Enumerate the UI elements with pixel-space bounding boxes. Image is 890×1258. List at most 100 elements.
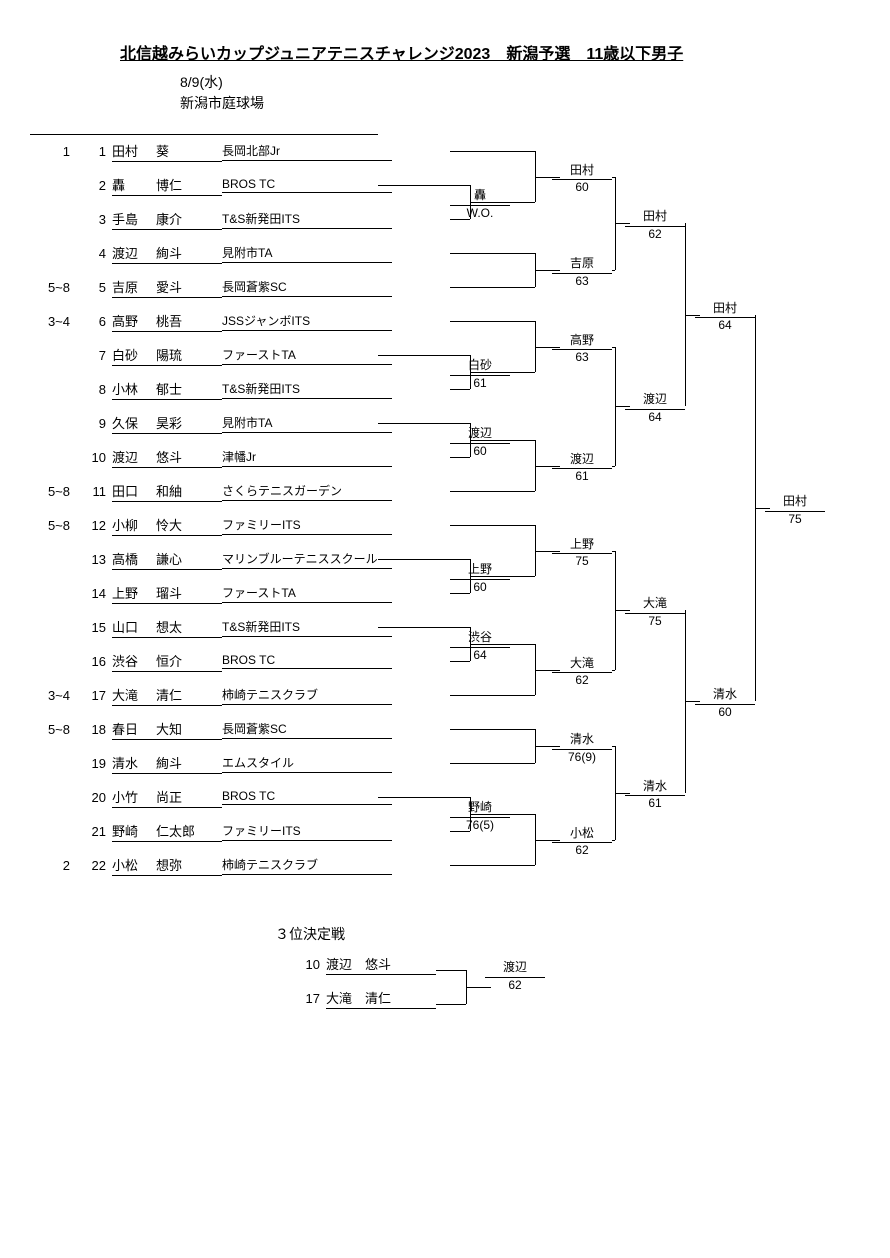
player-row: 3~417大滝清仁柿崎テニスクラブ — [30, 678, 450, 712]
third-p2-row: 17 大滝 清仁 — [290, 988, 436, 1009]
r1-result: 上野60 — [450, 562, 510, 595]
sf-result: 田村64 — [695, 301, 755, 334]
player-num: 15 — [78, 620, 112, 635]
player-row: 21野崎仁太郎ファミリーITS — [30, 814, 450, 848]
seed-label: 2 — [30, 858, 78, 873]
player-name: 吉原愛斗 — [112, 277, 222, 298]
third-place-title: ３位決定戦 — [275, 924, 345, 944]
seed-label: 1 — [30, 144, 78, 159]
player-name: 高野桃吾 — [112, 311, 222, 332]
third-place-bracket: ３位決定戦 10 渡辺 悠斗 17 大滝 清仁 渡辺 62 — [30, 924, 860, 1044]
third-p1-num: 10 — [290, 957, 326, 972]
player-name: 山口想太 — [112, 617, 222, 638]
player-name: 渋谷恒介 — [112, 651, 222, 672]
player-club: BROS TC — [222, 789, 392, 805]
qf-result: 大滝75 — [625, 596, 685, 629]
r2-result: 大滝62 — [552, 656, 612, 689]
player-club: ファーストTA — [222, 346, 392, 365]
player-club: BROS TC — [222, 177, 392, 193]
qf-result: 清水61 — [625, 779, 685, 812]
seed-label: 3~4 — [30, 314, 78, 329]
player-club: T&S新発田ITS — [222, 380, 392, 399]
player-name: 小柳怜大 — [112, 515, 222, 536]
third-p2-name: 大滝 清仁 — [326, 988, 436, 1009]
player-num: 3 — [78, 212, 112, 227]
r1-result: 渡辺60 — [450, 426, 510, 459]
player-num: 11 — [78, 484, 112, 499]
player-num: 2 — [78, 178, 112, 193]
player-name: 上野瑠斗 — [112, 583, 222, 604]
player-club: JSSジャンボITS — [222, 312, 392, 331]
seed-label: 5~8 — [30, 280, 78, 295]
player-num: 17 — [78, 688, 112, 703]
player-row: 222小松想弥柿崎テニスクラブ — [30, 848, 450, 882]
player-row: 4渡辺絢斗見附市TA — [30, 236, 450, 270]
player-name: 轟博仁 — [112, 175, 222, 196]
player-club: 長岡蒼紫SC — [222, 278, 392, 297]
player-row: 8小林郁士T&S新発田ITS — [30, 372, 450, 406]
player-num: 1 — [78, 144, 112, 159]
player-num: 10 — [78, 450, 112, 465]
player-name: 田村葵 — [112, 141, 222, 162]
r1-result: 白砂61 — [450, 358, 510, 391]
r2-result: 吉原63 — [552, 256, 612, 289]
player-row: 5~812小柳怜大ファミリーITS — [30, 508, 450, 542]
player-num: 5 — [78, 280, 112, 295]
r2-result: 高野63 — [552, 333, 612, 366]
page-title: 北信越みらいカップジュニアテニスチャレンジ2023 新潟予選 11歳以下男子 — [120, 40, 860, 64]
player-name: 高橋謙心 — [112, 549, 222, 570]
player-name: 春日大知 — [112, 719, 222, 740]
player-name: 久保昊彩 — [112, 413, 222, 434]
player-row: 10渡辺悠斗津幡Jr — [30, 440, 450, 474]
player-club: 津幡Jr — [222, 448, 392, 467]
player-name: 大滝清仁 — [112, 685, 222, 706]
player-club: ファミリーITS — [222, 822, 392, 841]
player-club: T&S新発田ITS — [222, 210, 392, 229]
player-num: 21 — [78, 824, 112, 839]
player-row: 5~85吉原愛斗長岡蒼紫SC — [30, 270, 450, 304]
player-club: 見附市TA — [222, 244, 392, 263]
r1-result: 渋谷64 — [450, 630, 510, 663]
player-num: 4 — [78, 246, 112, 261]
player-name: 野崎仁太郎 — [112, 821, 222, 842]
player-club: 柿崎テニスクラブ — [222, 856, 392, 875]
player-num: 12 — [78, 518, 112, 533]
player-club: BROS TC — [222, 653, 392, 669]
player-row: 3~46高野桃吾JSSジャンボITS — [30, 304, 450, 338]
seed-label: 5~8 — [30, 484, 78, 499]
player-num: 7 — [78, 348, 112, 363]
player-club: ファミリーITS — [222, 516, 392, 535]
player-club: さくらテニスガーデン — [222, 482, 392, 501]
date-text: 8/9(水) — [180, 72, 860, 93]
qf-result: 田村62 — [625, 209, 685, 242]
third-p1-row: 10 渡辺 悠斗 — [290, 954, 436, 975]
player-club: 柿崎テニスクラブ — [222, 686, 392, 705]
event-info: 8/9(水) 新潟市庭球場 — [180, 72, 860, 114]
player-name: 小松想弥 — [112, 855, 222, 876]
third-p1-name: 渡辺 悠斗 — [326, 954, 436, 975]
player-club: 見附市TA — [222, 414, 392, 433]
r2-result: 田村60 — [552, 163, 612, 196]
player-club: エムスタイル — [222, 754, 392, 773]
player-num: 19 — [78, 756, 112, 771]
player-num: 18 — [78, 722, 112, 737]
player-num: 16 — [78, 654, 112, 669]
sf-result: 清水60 — [695, 687, 755, 720]
player-name: 手島康介 — [112, 209, 222, 230]
r2-result: 小松62 — [552, 826, 612, 859]
player-row: 19清水絢斗エムスタイル — [30, 746, 450, 780]
seed-label: 5~8 — [30, 518, 78, 533]
player-num: 20 — [78, 790, 112, 805]
player-name: 小竹尚正 — [112, 787, 222, 808]
player-num: 22 — [78, 858, 112, 873]
r1-result: 野崎76(5) — [450, 800, 510, 833]
player-row: 3手島康介T&S新発田ITS — [30, 202, 450, 236]
seed-label: 5~8 — [30, 722, 78, 737]
venue-text: 新潟市庭球場 — [180, 93, 860, 114]
final-result: 田村75 — [765, 494, 825, 527]
player-num: 9 — [78, 416, 112, 431]
third-result: 渡辺 62 — [485, 960, 545, 993]
player-row: 5~818春日大知長岡蒼紫SC — [30, 712, 450, 746]
player-name: 渡辺絢斗 — [112, 243, 222, 264]
seed-label: 3~4 — [30, 688, 78, 703]
